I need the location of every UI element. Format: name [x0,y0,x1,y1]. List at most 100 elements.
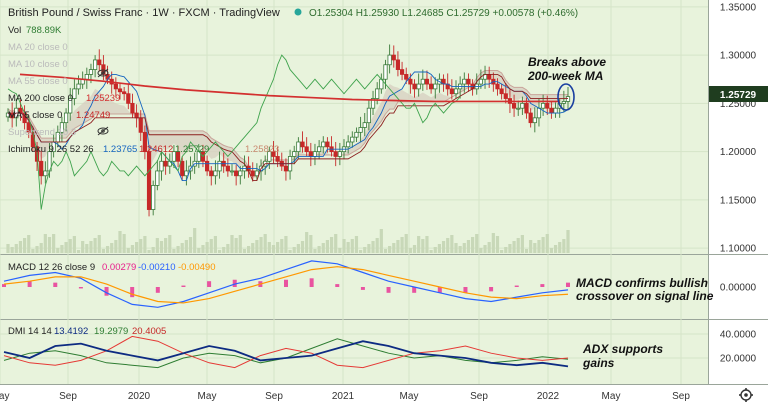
candle-body[interactable] [84,74,89,80]
candle-body[interactable] [495,83,500,90]
candle-body[interactable] [433,83,438,90]
candle-body[interactable] [134,112,139,119]
ma10-label[interactable]: MA 10 close 0 [8,59,68,70]
ma5-label[interactable]: MA 5 close 0 [8,110,62,121]
candle-body[interactable] [225,165,230,172]
candle-body[interactable] [267,151,272,162]
candle-body[interactable] [155,170,160,186]
candle-body[interactable] [412,83,417,90]
candle-body[interactable] [511,102,517,109]
candle-body[interactable] [503,93,508,99]
candle-body[interactable] [300,141,305,148]
candle-body[interactable] [370,98,376,109]
candle-body[interactable] [516,107,521,110]
candle-body[interactable] [453,88,459,95]
candle-body[interactable] [383,64,388,80]
candle-body[interactable] [159,160,164,172]
candle-body[interactable] [63,112,69,124]
candle-body[interactable] [151,185,156,210]
candle-body[interactable] [362,122,367,128]
candle-body[interactable] [138,117,143,133]
supertrend-label[interactable]: Supertrend 10 3 [8,127,76,138]
eye-off-icon[interactable] [97,68,109,78]
candle-body[interactable] [466,78,471,85]
candle-body[interactable] [217,160,222,172]
candle-body[interactable] [561,101,566,104]
candle-body[interactable] [478,78,483,85]
candle-body[interactable] [346,141,351,148]
candle-body[interactable] [205,160,210,172]
candle-body[interactable] [325,141,330,148]
candle-body[interactable] [180,160,185,177]
candle-body[interactable] [420,78,425,85]
candle-body[interactable] [213,170,218,177]
candle-body[interactable] [528,112,533,124]
candle-body[interactable] [499,88,504,95]
candle-body[interactable] [462,78,467,85]
candle-body[interactable] [549,107,554,114]
candle-body[interactable] [399,69,405,75]
candle-body[interactable] [184,170,189,177]
candle-body[interactable] [487,74,492,80]
candle-body[interactable] [175,151,181,162]
candle-body[interactable] [553,107,558,114]
candle-body[interactable] [59,122,65,133]
candle-body[interactable] [292,151,297,157]
candle-body[interactable] [254,170,259,177]
candle-body[interactable] [337,151,342,157]
candle-body[interactable] [321,141,326,148]
candle-body[interactable] [68,98,73,114]
candle-body[interactable] [142,131,147,153]
candle-body[interactable] [350,136,355,143]
candle-body[interactable] [391,54,396,61]
candle-body[interactable] [146,151,152,210]
candle-body[interactable] [275,156,280,162]
candle-body[interactable] [366,107,371,124]
candle-body[interactable] [308,151,313,157]
ma55-label[interactable]: MA 55 close 0 [8,76,68,87]
candle-body[interactable] [333,151,338,157]
candle-body[interactable] [416,83,421,90]
candle-body[interactable] [238,170,243,177]
candle-body[interactable] [271,151,276,157]
candle-body[interactable] [536,107,542,119]
candle-body[interactable] [250,170,255,177]
candle-body[interactable] [304,146,309,153]
candle-body[interactable] [76,83,81,90]
candle-body[interactable] [541,102,546,109]
candle-body[interactable] [354,131,359,138]
candle-body[interactable] [93,59,98,70]
candle-body[interactable] [39,160,44,177]
candle-body[interactable] [429,83,434,90]
ma200-label[interactable]: MA 200 close 0 [8,93,73,104]
candle-body[interactable] [122,91,127,95]
candle-body[interactable] [130,102,135,114]
candle-body[interactable] [43,170,48,177]
candle-body[interactable] [312,151,318,157]
ma20-label[interactable]: MA 20 close 0 [8,42,68,53]
candle-body[interactable] [163,160,168,167]
candle-body[interactable] [520,102,525,109]
candle-body[interactable] [375,88,380,99]
candle-body[interactable] [524,102,529,114]
symbol-title[interactable]: British Pound / Swiss Franc · 1W · FXCM … [8,7,280,19]
candlesticks[interactable] [5,44,571,217]
candle-body[interactable] [296,141,301,153]
candle-body[interactable] [229,170,235,173]
candle-body[interactable] [234,170,239,177]
vol-label[interactable]: Vol [8,25,21,36]
candle-body[interactable] [97,59,102,66]
candle-body[interactable] [358,127,363,133]
candle-body[interactable] [404,74,409,80]
candle-body[interactable] [113,83,118,90]
candle-body[interactable] [387,54,392,66]
candle-body[interactable] [88,69,94,75]
candle-body[interactable] [449,88,454,95]
candle-body[interactable] [424,78,430,85]
candle-body[interactable] [72,88,77,99]
ichimoku-label[interactable]: Ichimoku 9 26 52 26 [8,144,94,155]
candle-body[interactable] [117,88,123,93]
gear-icon[interactable] [739,388,753,402]
macd-label[interactable]: MACD 12 26 close 9 [8,262,95,273]
candle-body[interactable] [565,96,571,102]
